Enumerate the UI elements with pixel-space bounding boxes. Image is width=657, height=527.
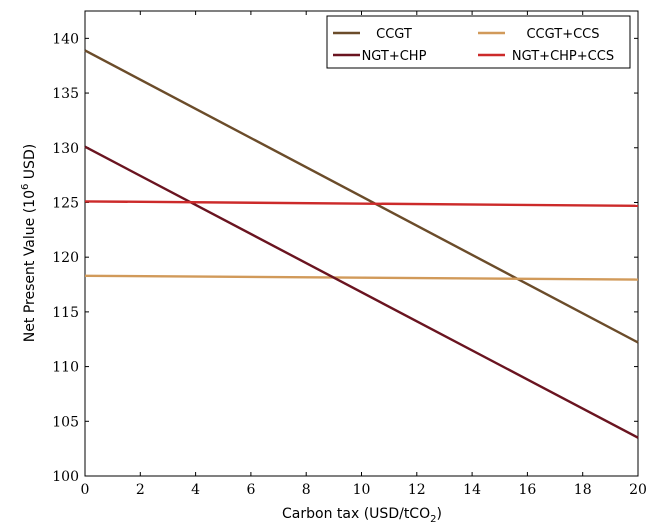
plot-area [84,10,639,477]
x-tick-label: 2 [136,482,145,498]
legend-label: NGT+CHP [362,49,427,64]
legend: CCGT CCGT+CCS NGT+CHP NGT+CHP+CCS [326,15,631,69]
x-axis-label: Carbon tax (USD/tCO2) [282,506,442,525]
x-tick-label: 4 [191,482,200,498]
series-line-ccgt [84,49,639,344]
series-line-ccgt-plus-ccs [84,274,639,281]
x-tick-label: 18 [574,482,592,498]
x-tick-label: 10 [353,482,371,498]
series-line-ngt-plus-chp-plus-ccs [84,200,639,207]
x-tick-label: 14 [463,482,481,498]
x-tick-label: 12 [408,482,426,498]
y-tick-label: 115 [52,305,79,321]
y-tick-label: 140 [52,31,79,47]
series-lines [84,49,639,439]
y-tick-label: 110 [52,360,79,376]
x-tick-label: 6 [246,482,255,498]
axis-ticks: 0 2 4 6 8 10 12 14 16 18 20 100 105 110 115 120 125 130 13… [52,11,647,498]
legend-items: CCGT CCGT+CCS NGT+CHP NGT+CHP+CCS [333,27,614,64]
y-tick-label: 135 [52,86,79,102]
x-tick-label: 0 [81,482,90,498]
series-line-ngt-plus-chp [84,145,639,439]
y-axis-label: Net Present Value (106 USD) [20,144,38,342]
x-tick-label: 8 [302,482,311,498]
y-tick-label: 105 [52,414,79,430]
legend-box [326,15,631,69]
y-tick-label: 100 [52,469,79,485]
x-tick-label: 16 [518,482,536,498]
y-tick-label: 120 [52,250,79,266]
legend-label: CCGT [376,27,412,42]
legend-label: NGT+CHP+CCS [512,49,614,64]
x-tick-label: 20 [629,482,647,498]
legend-label: CCGT+CCS [526,27,599,42]
y-tick-label: 130 [52,141,79,157]
y-tick-label: 125 [52,195,79,211]
